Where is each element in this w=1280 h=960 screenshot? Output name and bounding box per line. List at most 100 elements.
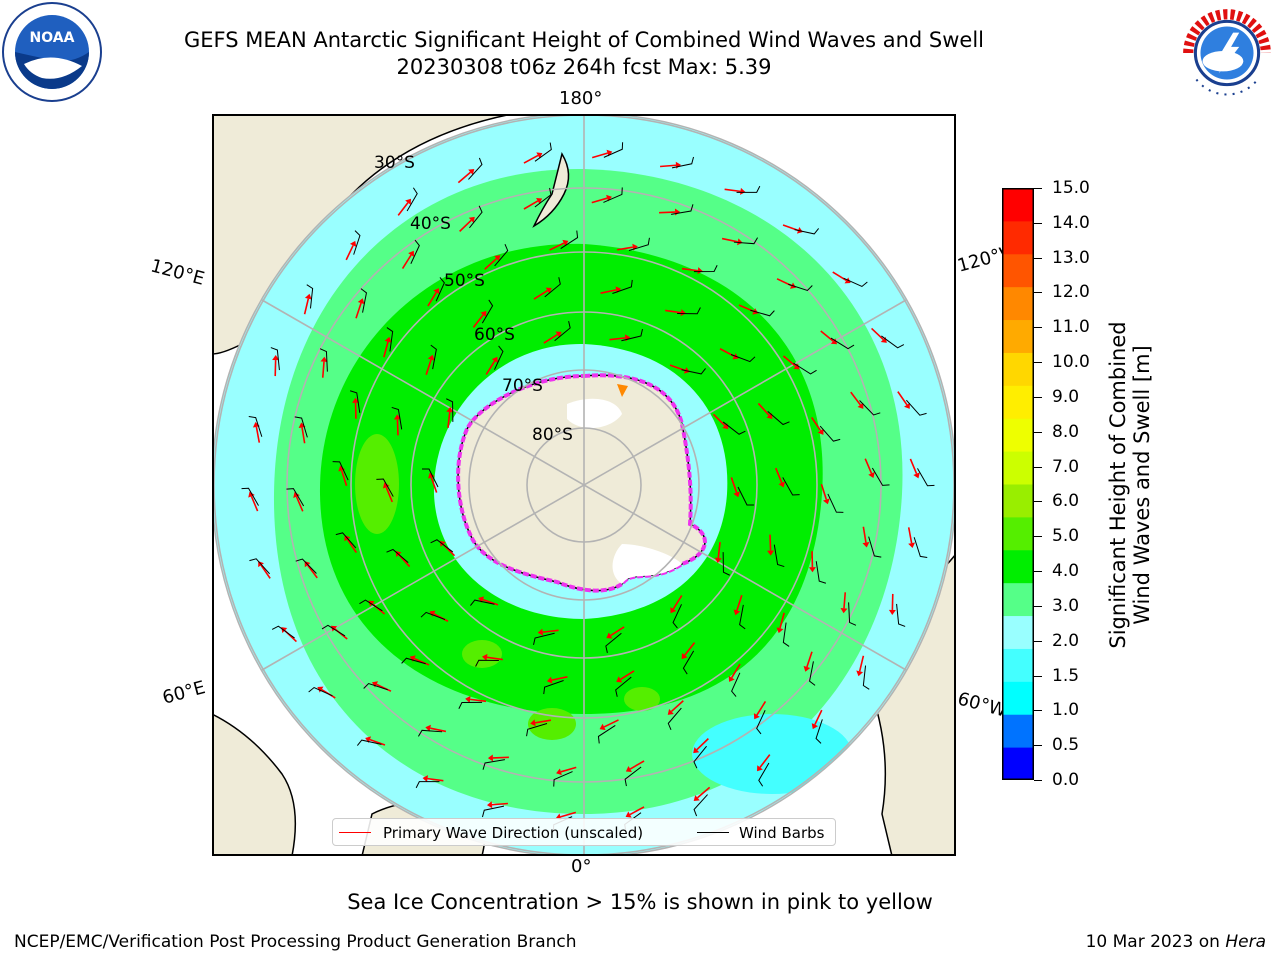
wave-arrow-head	[427, 354, 435, 361]
wind-barb	[815, 719, 823, 744]
wave-direction-arrow	[542, 629, 559, 633]
wave-direction-arrow	[306, 564, 318, 579]
wave-direction-arrow	[543, 333, 558, 344]
wave-direction-arrow	[862, 526, 867, 543]
wave-direction-arrow	[806, 651, 813, 668]
wind-barb	[468, 157, 483, 180]
colorbar-tick-mark	[1034, 222, 1042, 224]
wave-arrow-head	[365, 736, 372, 743]
wave-direction-arrow	[712, 413, 726, 427]
wave-direction-arrow	[491, 802, 508, 806]
wind-barb	[827, 493, 844, 513]
wave-arrow-head	[537, 628, 544, 636]
wind-barb	[621, 329, 643, 342]
colorbar-tick-mark	[1034, 501, 1042, 503]
wind-barb	[391, 406, 403, 430]
wind-barb	[693, 794, 708, 817]
colorbar-tick-label: 5.0	[1052, 526, 1080, 547]
wave-direction-arrow	[670, 700, 684, 713]
wave-direction-arrow	[301, 427, 306, 444]
colorbar-tick-label: 4.0	[1052, 561, 1080, 582]
wave-direction-arrow	[756, 701, 767, 716]
wave-arrow-head	[737, 238, 743, 246]
colorbar-tick-mark	[1034, 536, 1042, 538]
wave-arrow-head	[382, 482, 390, 489]
wind-barb	[722, 421, 746, 435]
colorbar-tick-label: 1.0	[1052, 700, 1080, 721]
colorbar-tick-label: 0.0	[1052, 770, 1080, 790]
wave-direction-arrow	[447, 411, 451, 428]
colorbar-tick-mark	[1034, 745, 1042, 747]
wind-barb	[481, 805, 505, 818]
colorbar-tick-mark	[1034, 327, 1042, 329]
wind-barb	[603, 142, 624, 158]
wind-barb	[554, 321, 571, 342]
wave-direction-arrow	[696, 738, 709, 751]
wind-barb	[270, 347, 280, 371]
wave-direction-arrow	[523, 200, 539, 210]
wind-barb	[671, 204, 694, 215]
wave-direction-arrow	[717, 542, 721, 559]
wave-direction-arrow	[672, 595, 683, 610]
wave-arrow-head	[465, 695, 471, 703]
noaa-logo: NOAA	[2, 2, 102, 102]
wind-barb	[482, 759, 505, 770]
wind-barb	[376, 478, 394, 497]
wave-direction-arrow	[250, 495, 259, 512]
wind-barb	[693, 265, 718, 273]
wave-arrow-head	[371, 681, 379, 688]
wind-barb	[615, 676, 632, 697]
colorbar-tick-label: 10.0	[1052, 352, 1090, 373]
colorbar-segment	[1002, 615, 1034, 649]
wind-barb	[603, 187, 623, 203]
wave-arrow-head	[625, 811, 632, 818]
wave-arrow-head	[556, 768, 562, 776]
wave-arrow-head	[606, 632, 613, 639]
wave-direction-arrow	[560, 766, 577, 773]
wind-barb	[481, 299, 494, 324]
wave-arrow-head	[606, 194, 612, 202]
wave-direction-arrow	[609, 337, 626, 341]
wave-direction-arrow	[414, 657, 430, 666]
wind-barb	[430, 344, 437, 370]
wind-barb	[469, 205, 483, 229]
wave-arrow-head	[680, 309, 686, 317]
wave-arrow-head	[555, 331, 562, 338]
wave-arrow-head	[776, 627, 784, 634]
wind-barb	[553, 771, 573, 787]
wave-arrow-head	[913, 472, 920, 479]
colorbar-segment	[1002, 648, 1034, 682]
wave-arrow-head	[908, 542, 916, 549]
wind-barb	[386, 548, 409, 563]
wave-arrow-head	[486, 801, 493, 809]
wave-direction-arrow	[696, 786, 711, 799]
wind-barb	[739, 604, 746, 630]
legend-wind-label: Wind Barbs	[739, 824, 825, 842]
wave-direction-arrow	[321, 361, 325, 378]
lon-label-60w: 60°W	[955, 688, 1009, 722]
wave-direction-arrow	[355, 302, 362, 319]
wind-barb	[458, 701, 483, 709]
lat-label-50s: 50°S	[444, 271, 485, 291]
wave-arrow-head	[868, 472, 875, 478]
svg-text:NOAA: NOAA	[30, 30, 75, 46]
wind-barb	[410, 239, 420, 264]
wind-barb	[917, 468, 935, 487]
wave-direction-arrow	[814, 709, 823, 725]
colorbar-segment	[1002, 385, 1034, 419]
colorbar-tick-mark	[1034, 571, 1042, 573]
wave-arrow-head	[733, 491, 740, 498]
wave-direction-arrow	[660, 164, 677, 168]
wave-direction-swatch	[339, 832, 371, 833]
wind-barb	[544, 277, 561, 298]
wave-direction-arrow	[385, 486, 393, 503]
wind-barb	[475, 659, 499, 667]
colorbar-segment	[1002, 352, 1034, 386]
wave-direction-arrow	[731, 663, 741, 679]
lon-label-180: 180°	[559, 88, 603, 109]
footer-date-text: 10 Mar 2023 on	[1085, 932, 1220, 952]
wind-barb	[793, 362, 817, 375]
wind-barb	[733, 237, 759, 245]
wave-direction-arrow	[459, 219, 472, 232]
wind-barb	[526, 722, 548, 737]
